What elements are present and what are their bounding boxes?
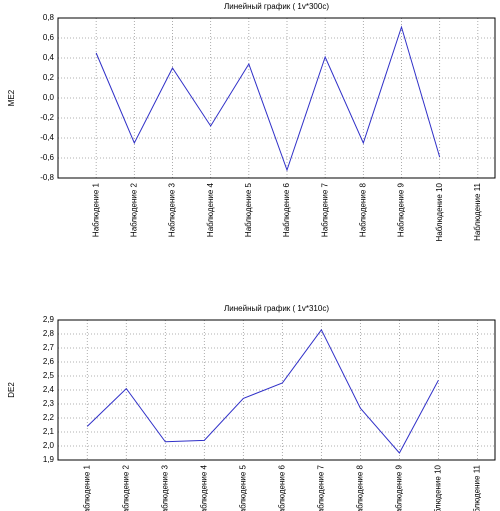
x-tick-label: Наблюдение 10 (435, 182, 444, 241)
x-tick-label: Наблюдение 8 (358, 182, 367, 237)
y-tick-label: 0,8 (43, 13, 55, 22)
y-tick-label: -0,8 (40, 173, 54, 182)
y-tick-label: 2,8 (43, 329, 55, 338)
y-tick-label: 0,0 (43, 93, 55, 102)
x-tick-label: Наблюдение 4 (199, 464, 208, 511)
plot-frame (57, 17, 496, 179)
x-tick-label: Наблюдение 5 (244, 182, 253, 237)
chart-title: Линейный график ( 1v*310c) (224, 304, 329, 313)
x-tick-label: Наблюдение 8 (355, 464, 364, 511)
y-tick-label: -0,4 (40, 133, 54, 142)
y-tick-label: 2,0 (43, 441, 55, 450)
x-tick-label: Наблюдение 1 (82, 464, 91, 511)
y-tick-label: 2,7 (43, 343, 55, 352)
y-tick-label: 2,9 (43, 315, 55, 324)
x-tick-label: Наблюдение 2 (129, 182, 138, 237)
data-line (95, 25, 441, 172)
x-tick-label: Наблюдение 7 (320, 182, 329, 237)
y-tick-label: 2,1 (43, 427, 55, 436)
y-tick-label: 0,4 (43, 53, 55, 62)
data-line (86, 328, 439, 454)
x-tick-label: Наблюдение 9 (395, 464, 404, 511)
x-tick-label: Наблюдение 3 (160, 464, 169, 511)
y-tick-label: -0,2 (40, 113, 54, 122)
y-tick-label: 2,2 (43, 413, 55, 422)
x-tick-label: Наблюдение 9 (397, 182, 406, 237)
y-tick-label: 2,5 (43, 371, 55, 380)
x-tick-label: Наблюдение 6 (277, 464, 286, 511)
x-tick-label: Наблюдение 5 (238, 464, 247, 511)
y-tick-label: 1,9 (43, 455, 55, 464)
chart-title: Линейный график ( 1v*300c) (224, 2, 329, 11)
y-tick-label: 2,4 (43, 385, 55, 394)
y-axis-label: ME2 (7, 89, 16, 106)
x-tick-label: Наблюдение 4 (206, 182, 215, 237)
y-tick-label: 0,6 (43, 33, 55, 42)
y-tick-label: 0,2 (43, 73, 55, 82)
x-tick-label: Наблюдение 6 (282, 182, 291, 237)
y-tick-label: 2,3 (43, 399, 55, 408)
plot-frame (57, 319, 496, 461)
y-tick-label: -0,6 (40, 153, 54, 162)
x-tick-label: Наблюдение 2 (121, 464, 130, 511)
x-tick-label: Наблюдение 7 (316, 464, 325, 511)
y-axis-label: DE2 (7, 382, 16, 398)
x-tick-label: Наблюдение 10 (434, 464, 443, 511)
x-tick-label: Наблюдение 11 (473, 182, 482, 240)
x-tick-label: Наблюдение 3 (168, 182, 177, 237)
x-tick-label: Наблюдение 11 (473, 464, 482, 511)
y-tick-label: 2,6 (43, 357, 55, 366)
x-tick-label: Наблюдение 1 (91, 182, 100, 237)
